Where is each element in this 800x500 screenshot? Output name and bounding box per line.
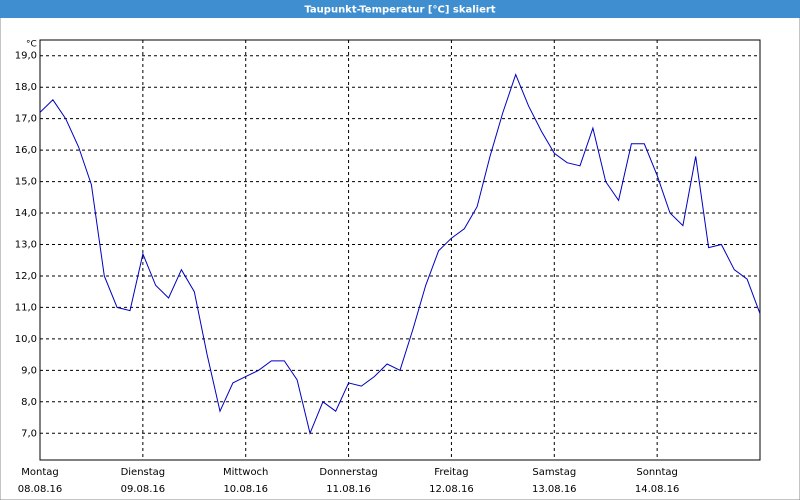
day-label: Donnerstag [319,467,377,478]
temperature-line [39,73,761,435]
y-tick-label: 14,0 [15,208,37,219]
day-label: Sonntag [636,467,678,478]
y-unit: °C [26,40,37,50]
day-label: Dienstag [121,467,166,478]
y-tick-label: 10,0 [15,334,37,345]
plot-border [39,39,761,461]
title-bar [0,0,800,18]
date-label: 13.08.16 [532,484,577,495]
day-label: Freitag [434,467,468,478]
date-label: 14.08.16 [635,484,680,495]
date-label: 09.08.16 [121,484,166,495]
y-tick-label: 19,0 [15,51,37,62]
chart-title: Taupunkt-Temperatur [°C] skaliert [304,5,495,16]
y-tick-label: 8,0 [21,397,37,408]
grid [40,40,760,460]
y-tick-label: 9,0 [21,365,37,376]
y-tick-label: 11,0 [15,302,37,313]
y-tick-label: 13,0 [15,239,37,250]
date-label: 11.08.16 [326,484,371,495]
day-label: Mittwoch [223,467,268,478]
date-label: 10.08.16 [223,484,268,495]
date-label: 08.08.16 [18,484,63,495]
date-label: 12.08.16 [429,484,474,495]
y-tick-label: 15,0 [15,177,37,188]
y-tick-label: 7,0 [21,428,37,439]
y-tick-label: 12,0 [15,271,37,282]
day-label: Samstag [532,467,576,478]
day-label: Montag [21,467,58,478]
y-tick-label: 17,0 [15,114,37,125]
y-tick-label: 16,0 [15,145,37,156]
y-tick-label: 18,0 [15,82,37,93]
